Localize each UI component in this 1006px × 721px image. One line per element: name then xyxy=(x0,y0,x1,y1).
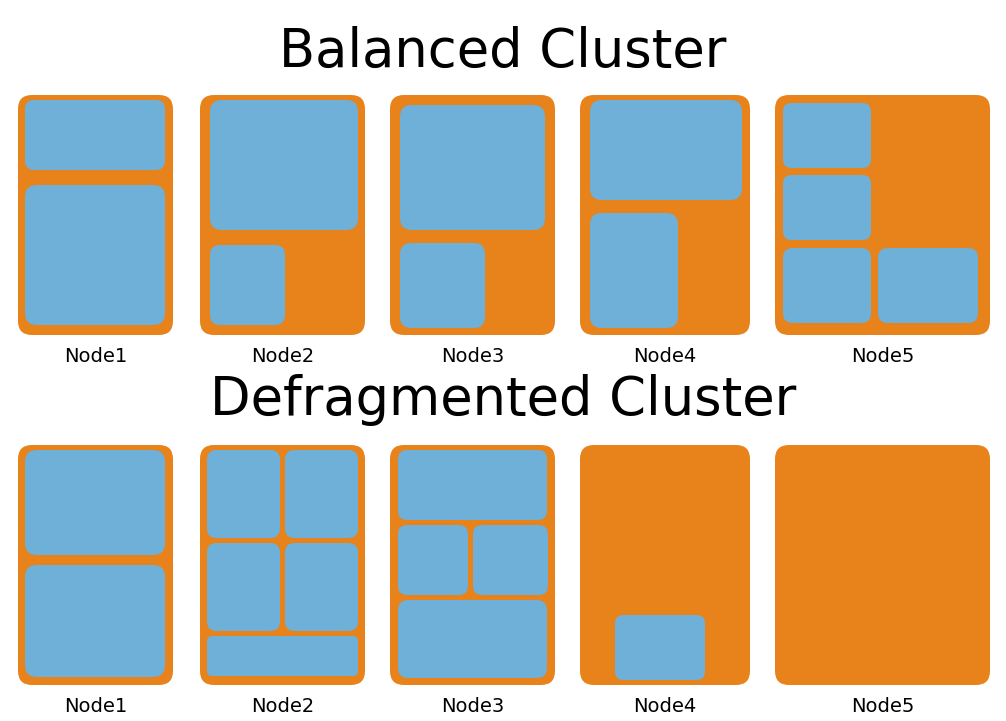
FancyBboxPatch shape xyxy=(775,95,990,335)
Text: Node2: Node2 xyxy=(250,348,314,366)
FancyBboxPatch shape xyxy=(210,100,358,230)
FancyBboxPatch shape xyxy=(400,243,485,328)
Text: Node1: Node1 xyxy=(63,697,127,717)
Text: Node1: Node1 xyxy=(63,348,127,366)
FancyBboxPatch shape xyxy=(200,445,365,685)
FancyBboxPatch shape xyxy=(615,615,705,680)
FancyBboxPatch shape xyxy=(390,445,555,685)
FancyBboxPatch shape xyxy=(25,565,165,677)
FancyBboxPatch shape xyxy=(783,248,871,323)
FancyBboxPatch shape xyxy=(783,103,871,168)
FancyBboxPatch shape xyxy=(207,543,280,631)
FancyBboxPatch shape xyxy=(398,600,547,678)
FancyBboxPatch shape xyxy=(590,213,678,328)
Text: Node3: Node3 xyxy=(441,348,504,366)
FancyBboxPatch shape xyxy=(783,175,871,240)
Text: Defragmented Cluster: Defragmented Cluster xyxy=(210,374,796,426)
FancyBboxPatch shape xyxy=(775,445,990,685)
FancyBboxPatch shape xyxy=(398,525,468,595)
FancyBboxPatch shape xyxy=(210,245,285,325)
Text: Balanced Cluster: Balanced Cluster xyxy=(280,26,726,78)
FancyBboxPatch shape xyxy=(400,105,545,230)
FancyBboxPatch shape xyxy=(285,450,358,538)
FancyBboxPatch shape xyxy=(398,450,547,520)
Text: Node3: Node3 xyxy=(441,697,504,717)
FancyBboxPatch shape xyxy=(207,450,280,538)
FancyBboxPatch shape xyxy=(285,543,358,631)
Text: Node4: Node4 xyxy=(634,697,696,717)
Text: Node5: Node5 xyxy=(851,697,914,717)
Text: Node5: Node5 xyxy=(851,348,914,366)
FancyBboxPatch shape xyxy=(590,100,742,200)
FancyBboxPatch shape xyxy=(580,445,750,685)
FancyBboxPatch shape xyxy=(18,445,173,685)
FancyBboxPatch shape xyxy=(207,636,358,676)
FancyBboxPatch shape xyxy=(18,95,173,335)
FancyBboxPatch shape xyxy=(25,450,165,555)
FancyBboxPatch shape xyxy=(473,525,548,595)
FancyBboxPatch shape xyxy=(25,100,165,170)
FancyBboxPatch shape xyxy=(200,95,365,335)
Text: Node4: Node4 xyxy=(634,348,696,366)
FancyBboxPatch shape xyxy=(580,95,750,335)
FancyBboxPatch shape xyxy=(878,248,978,323)
Text: Node2: Node2 xyxy=(250,697,314,717)
FancyBboxPatch shape xyxy=(25,185,165,325)
FancyBboxPatch shape xyxy=(390,95,555,335)
